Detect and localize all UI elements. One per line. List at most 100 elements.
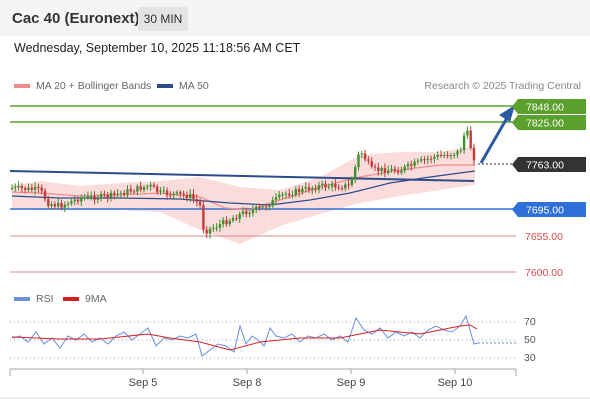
candle-body: [66, 203, 70, 205]
candle-body: [33, 186, 37, 190]
projection-arrow: [479, 117, 509, 164]
price-label-last: 7763.00: [526, 160, 564, 172]
x-tick-sep8: Sep 8: [233, 377, 262, 389]
candle-body: [370, 161, 373, 167]
candle-body: [429, 158, 433, 160]
candle-body: [294, 189, 297, 195]
candle-body: [241, 211, 245, 214]
candle-body: [350, 179, 354, 186]
x-tick-sep10: Sep 10: [438, 377, 473, 389]
candle-body: [420, 159, 423, 161]
candle-body: [60, 203, 63, 208]
rsi-tick-30: 30: [524, 352, 536, 364]
candle-body: [113, 192, 116, 195]
legend-rsi-ma-label: 9MA: [85, 293, 107, 305]
candle-body: [40, 187, 43, 191]
candle-body: [472, 148, 476, 161]
candle-body: [169, 195, 172, 197]
candle-body: [218, 224, 222, 228]
candle-body: [258, 206, 261, 208]
candle-body: [337, 187, 340, 189]
candle-body: [321, 183, 324, 186]
candle-body: [387, 170, 390, 173]
candle-body: [390, 168, 393, 171]
price-tag-7825: [518, 115, 586, 130]
candle-body: [185, 194, 189, 199]
candle-body: [14, 186, 17, 188]
candle-body: [205, 229, 208, 234]
trend-line: [9, 170, 475, 182]
rsi-line: [11, 314, 479, 357]
candle-body: [426, 158, 429, 160]
candle-body: [17, 185, 20, 187]
candle-body: [278, 194, 281, 198]
candle-body: [225, 220, 228, 225]
candle-body: [73, 199, 76, 202]
candle-body: [132, 191, 136, 193]
candle-body: [129, 189, 132, 192]
candle-body: [175, 192, 179, 194]
candle-body: [367, 159, 370, 162]
candle-body: [70, 201, 73, 204]
candle-body: [354, 167, 357, 180]
candle-body: [96, 198, 99, 200]
candle-body: [80, 197, 83, 202]
candle-body: [83, 197, 86, 199]
candle-body: [202, 205, 205, 230]
candle-body: [198, 201, 202, 206]
candle-body: [459, 150, 462, 152]
candle-body: [423, 159, 426, 161]
legend-rsi-ma: 9MA: [63, 293, 107, 305]
candle-body: [172, 193, 175, 196]
candle-body: [119, 192, 123, 194]
rsi-tick-70: 70: [524, 316, 536, 328]
candle-body: [403, 166, 406, 171]
candle-body: [162, 190, 165, 192]
candle-body: [103, 193, 106, 195]
instrument-title: Cac 40 (Euronext): [12, 10, 140, 27]
candle-body: [47, 199, 50, 206]
price-label-7655: 7655.00: [525, 231, 563, 243]
candle-body: [301, 188, 304, 193]
candle-body: [50, 204, 53, 206]
candle-body: [37, 186, 40, 188]
candle-body: [208, 228, 212, 234]
candle-body: [106, 194, 109, 198]
timeframe-badge[interactable]: 30 MIN: [138, 7, 188, 31]
candle-body: [126, 189, 129, 195]
chart-header: Cac 40 (Euronext) 30 MIN: [0, 0, 590, 36]
candle-body: [416, 160, 420, 162]
candle-body: [393, 168, 396, 171]
candle-body: [30, 187, 33, 190]
candle-body: [462, 135, 466, 151]
candle-body: [43, 190, 47, 200]
candle-body: [93, 195, 96, 200]
candle-body: [165, 190, 169, 196]
candle-body: [456, 151, 459, 155]
rsi-ma-swatch: [63, 297, 79, 301]
candle-body: [433, 156, 436, 159]
candle-body: [439, 154, 443, 156]
legend-rsi: RSI: [14, 293, 54, 305]
legend-ma50-label: MA 50: [179, 80, 209, 92]
candle-body: [380, 168, 383, 172]
candle-body: [27, 187, 30, 190]
candle-body: [255, 206, 258, 210]
candle-body: [271, 199, 274, 206]
candle-body: [215, 227, 218, 229]
candle-body: [469, 130, 472, 149]
rsi-tick-50: 50: [524, 334, 536, 346]
candle-body: [53, 204, 57, 207]
price-tag-7848: [518, 99, 586, 114]
candle-body: [334, 183, 337, 188]
candle-body: [159, 190, 162, 192]
candlesticks: [10, 126, 476, 239]
candle-body: [330, 183, 334, 187]
candle-body: [238, 213, 241, 220]
candle-body: [347, 184, 350, 186]
candle-body: [123, 192, 126, 195]
price-tag-last: [518, 157, 586, 172]
candle-body: [264, 206, 268, 208]
candle-body: [373, 166, 377, 168]
